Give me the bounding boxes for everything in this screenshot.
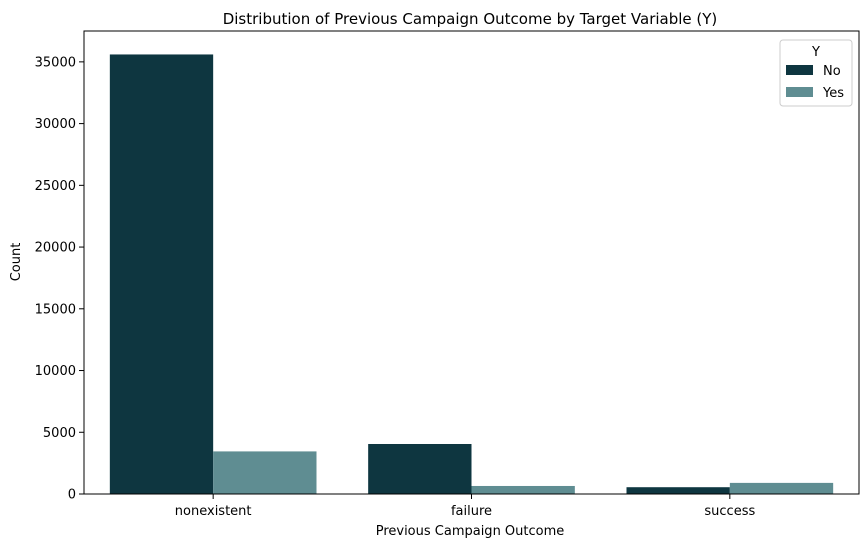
legend-label-no: No <box>823 64 841 79</box>
x-tick-label: nonexistent <box>175 504 252 519</box>
legend-title: Y <box>811 45 820 60</box>
x-tick-label: failure <box>451 504 492 519</box>
bar-success-yes <box>729 482 834 494</box>
bar-nonexistent-no <box>109 54 214 494</box>
chart-title: Distribution of Previous Campaign Outcom… <box>223 10 718 28</box>
legend-swatch-yes <box>786 87 813 97</box>
plot-area <box>109 54 834 494</box>
bar-success-no <box>626 487 730 494</box>
y-tick-label: 10000 <box>35 364 76 379</box>
y-tick-label: 0 <box>68 488 76 503</box>
y-axis: 0 5000 10000 15000 20000 25000 30000 35000 <box>35 55 84 503</box>
bar-nonexistent-yes <box>213 451 317 494</box>
legend: Y No Yes <box>779 39 853 107</box>
y-tick-label: 20000 <box>35 241 76 256</box>
y-tick-label: 35000 <box>35 55 76 70</box>
y-tick-label: 15000 <box>35 302 76 317</box>
y-tick-label: 5000 <box>43 426 76 441</box>
legend-label-yes: Yes <box>822 86 844 101</box>
y-tick-label: 30000 <box>35 117 76 132</box>
bar-failure-no <box>368 443 472 494</box>
y-axis-label: Count <box>9 243 24 282</box>
x-tick-label: success <box>704 504 755 519</box>
x-axis-label: Previous Campaign Outcome <box>376 524 565 539</box>
y-tick-label: 25000 <box>35 179 76 194</box>
bar-failure-yes <box>471 485 575 494</box>
x-axis: nonexistent failure success <box>175 494 755 519</box>
legend-swatch-no <box>786 65 813 75</box>
